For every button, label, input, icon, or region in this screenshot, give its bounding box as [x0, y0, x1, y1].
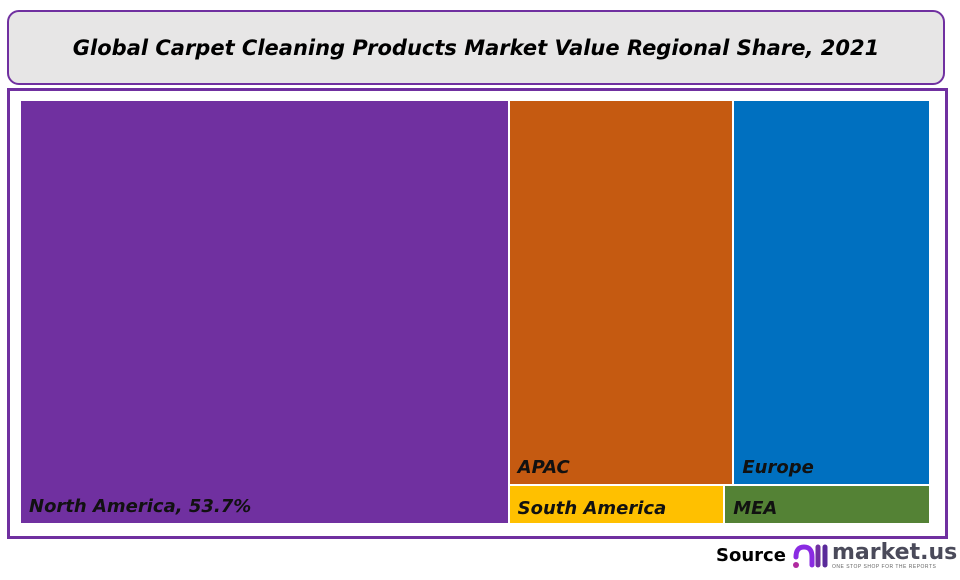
treemap-cell-europe: Europe	[733, 100, 930, 485]
market-us-logo-icon	[793, 544, 828, 568]
source-label: Source	[716, 545, 786, 566]
treemap-label: North America, 53.7%	[29, 496, 252, 517]
brand-name: market.us	[832, 540, 958, 565]
title-box: Global Carpet Cleaning Products Market V…	[7, 10, 945, 85]
chart-title: Global Carpet Cleaning Products Market V…	[72, 35, 880, 60]
treemap-label: APAC	[517, 456, 570, 478]
treemap-cell-north-america: North America, 53.7%	[20, 100, 509, 524]
treemap-cell-mea: MEA	[724, 484, 930, 524]
treemap-cell-apac: APAC	[508, 100, 734, 485]
market-us-logo: market.us ONE STOP SHOP FOR THE REPORTS	[792, 541, 957, 571]
treemap: North America, 53.7% APAC Europe South Amer…	[20, 100, 930, 524]
treemap-label: South America	[517, 497, 667, 519]
treemap-cell-south-america: South America	[508, 484, 725, 524]
brand-tagline: ONE STOP SHOP FOR THE REPORTS	[832, 564, 937, 570]
treemap-label: MEA	[733, 497, 778, 519]
treemap-label: Europe	[742, 456, 814, 478]
